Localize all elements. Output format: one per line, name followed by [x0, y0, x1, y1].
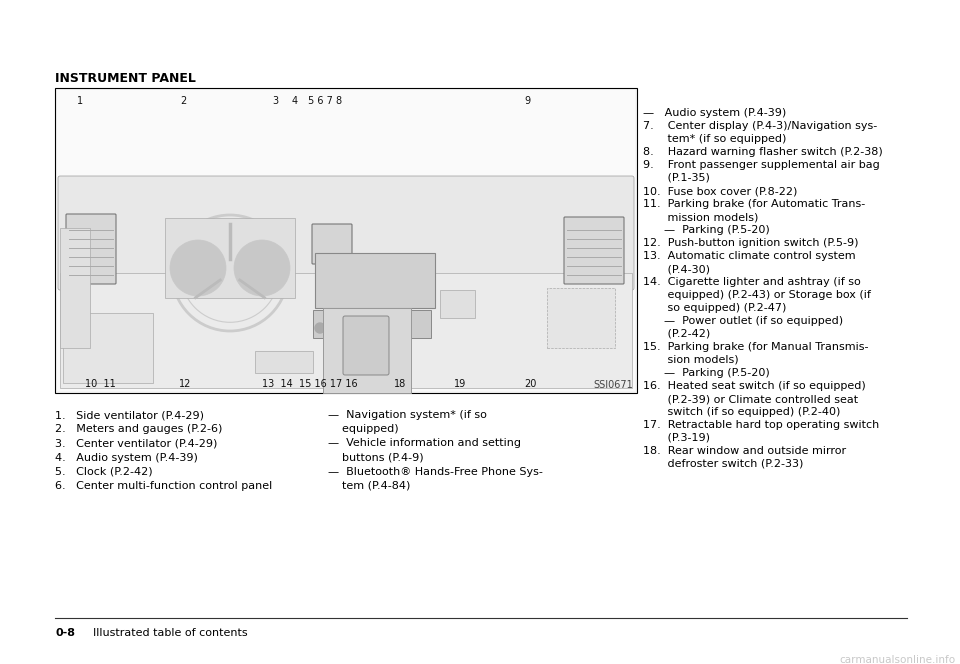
- Text: Illustrated table of contents: Illustrated table of contents: [93, 628, 248, 638]
- Text: 1: 1: [77, 96, 84, 106]
- Text: 3: 3: [272, 96, 278, 106]
- Text: 5 6 7 8: 5 6 7 8: [308, 96, 342, 106]
- Text: (P.2-42): (P.2-42): [643, 329, 710, 339]
- Text: (P.3-19): (P.3-19): [643, 433, 710, 443]
- Text: 8.    Hazard warning flasher switch (P.2-38): 8. Hazard warning flasher switch (P.2-38…: [643, 147, 883, 157]
- FancyBboxPatch shape: [564, 217, 624, 284]
- Bar: [165, 218, 295, 298]
- Text: 13.  Automatic climate control system: 13. Automatic climate control system: [643, 251, 855, 261]
- Text: (P.2-39) or Climate controlled seat: (P.2-39) or Climate controlled seat: [643, 394, 858, 404]
- Text: 10.  Fuse box cover (P.8-22): 10. Fuse box cover (P.8-22): [643, 186, 798, 196]
- Text: 12.  Push-button ignition switch (P.5-9): 12. Push-button ignition switch (P.5-9): [643, 238, 858, 248]
- Text: 16.  Heated seat switch (if so equipped): 16. Heated seat switch (if so equipped): [643, 381, 866, 391]
- Text: equipped) (P.2-43) or Storage box (if: equipped) (P.2-43) or Storage box (if: [643, 290, 871, 300]
- Text: INSTRUMENT PANEL: INSTRUMENT PANEL: [55, 72, 196, 85]
- Text: 13  14  15 16 17 16: 13 14 15 16 17 16: [262, 379, 358, 389]
- Text: 18: 18: [394, 379, 406, 389]
- Text: —  Parking (P.5-20): — Parking (P.5-20): [643, 225, 770, 235]
- FancyBboxPatch shape: [343, 316, 389, 375]
- Text: 7.    Center display (P.4-3)/Navigation sys-: 7. Center display (P.4-3)/Navigation sys…: [643, 121, 877, 131]
- Circle shape: [315, 323, 325, 333]
- Text: —  Navigation system* (if so: — Navigation system* (if so: [328, 410, 487, 420]
- Text: —  Power outlet (if so equipped): — Power outlet (if so equipped): [643, 316, 843, 326]
- Bar: [255, 351, 313, 373]
- Text: (P.4-30): (P.4-30): [643, 264, 710, 274]
- Bar: [547, 288, 615, 348]
- Text: 0-8: 0-8: [55, 628, 75, 638]
- Text: —  Bluetooth® Hands-Free Phone Sys-: — Bluetooth® Hands-Free Phone Sys-: [328, 467, 542, 477]
- Text: sion models): sion models): [643, 355, 738, 365]
- Text: 12: 12: [179, 379, 191, 389]
- Text: buttons (P.4-9): buttons (P.4-9): [328, 453, 423, 463]
- Text: 14.  Cigarette lighter and ashtray (if so: 14. Cigarette lighter and ashtray (if so: [643, 277, 861, 287]
- Text: 9.    Front passenger supplemental air bag: 9. Front passenger supplemental air bag: [643, 160, 879, 170]
- Bar: [60, 273, 632, 388]
- Circle shape: [375, 323, 385, 333]
- FancyBboxPatch shape: [58, 176, 634, 290]
- Text: 4.   Audio system (P.4-39): 4. Audio system (P.4-39): [55, 453, 198, 463]
- Text: 17.  Retractable hard top operating switch: 17. Retractable hard top operating switc…: [643, 420, 879, 430]
- Text: —  Parking (P.5-20): — Parking (P.5-20): [643, 368, 770, 378]
- Circle shape: [395, 323, 405, 333]
- Bar: [440, 290, 475, 318]
- Text: 2: 2: [180, 96, 186, 106]
- Bar: [60, 228, 90, 348]
- Bar: [57, 90, 635, 391]
- Circle shape: [355, 323, 365, 333]
- Text: defroster switch (P.2-33): defroster switch (P.2-33): [643, 459, 804, 469]
- Text: 4: 4: [292, 96, 298, 106]
- Text: 6.   Center multi-function control panel: 6. Center multi-function control panel: [55, 481, 273, 491]
- Text: carmanualsonline.info: carmanualsonline.info: [839, 655, 955, 664]
- Text: 20: 20: [524, 379, 537, 389]
- Circle shape: [234, 240, 290, 296]
- Text: 5.   Clock (P.2-42): 5. Clock (P.2-42): [55, 467, 153, 477]
- Bar: [55, 88, 637, 393]
- Bar: [315, 253, 435, 308]
- Text: tem* (if so equipped): tem* (if so equipped): [643, 134, 786, 144]
- FancyBboxPatch shape: [312, 224, 352, 264]
- Text: 19: 19: [454, 379, 467, 389]
- Text: equipped): equipped): [328, 424, 398, 434]
- Text: tem (P.4-84): tem (P.4-84): [328, 481, 410, 491]
- Text: SSI0671: SSI0671: [593, 380, 633, 390]
- Text: (P.1-35): (P.1-35): [643, 173, 709, 183]
- Bar: [63, 313, 153, 383]
- Text: 18.  Rear window and outside mirror: 18. Rear window and outside mirror: [643, 446, 846, 456]
- Circle shape: [170, 240, 226, 296]
- Text: mission models): mission models): [643, 212, 758, 222]
- Circle shape: [335, 323, 345, 333]
- Bar: [313, 310, 431, 338]
- Text: 9: 9: [524, 96, 530, 106]
- Bar: [323, 308, 411, 393]
- Text: 1.   Side ventilator (P.4-29): 1. Side ventilator (P.4-29): [55, 410, 204, 420]
- FancyBboxPatch shape: [66, 214, 116, 284]
- Text: 10  11: 10 11: [84, 379, 115, 389]
- Text: switch (if so equipped) (P.2-40): switch (if so equipped) (P.2-40): [643, 407, 840, 417]
- Text: 11.  Parking brake (for Automatic Trans-: 11. Parking brake (for Automatic Trans-: [643, 199, 865, 209]
- Text: 2.   Meters and gauges (P.2-6): 2. Meters and gauges (P.2-6): [55, 424, 223, 434]
- Text: —   Audio system (P.4-39): — Audio system (P.4-39): [643, 108, 786, 118]
- Circle shape: [216, 259, 244, 287]
- Text: so equipped) (P.2-47): so equipped) (P.2-47): [643, 303, 786, 313]
- Text: 15.  Parking brake (for Manual Transmis-: 15. Parking brake (for Manual Transmis-: [643, 342, 869, 352]
- Text: 3.   Center ventilator (P.4-29): 3. Center ventilator (P.4-29): [55, 438, 217, 448]
- Text: —  Vehicle information and setting: — Vehicle information and setting: [328, 438, 521, 448]
